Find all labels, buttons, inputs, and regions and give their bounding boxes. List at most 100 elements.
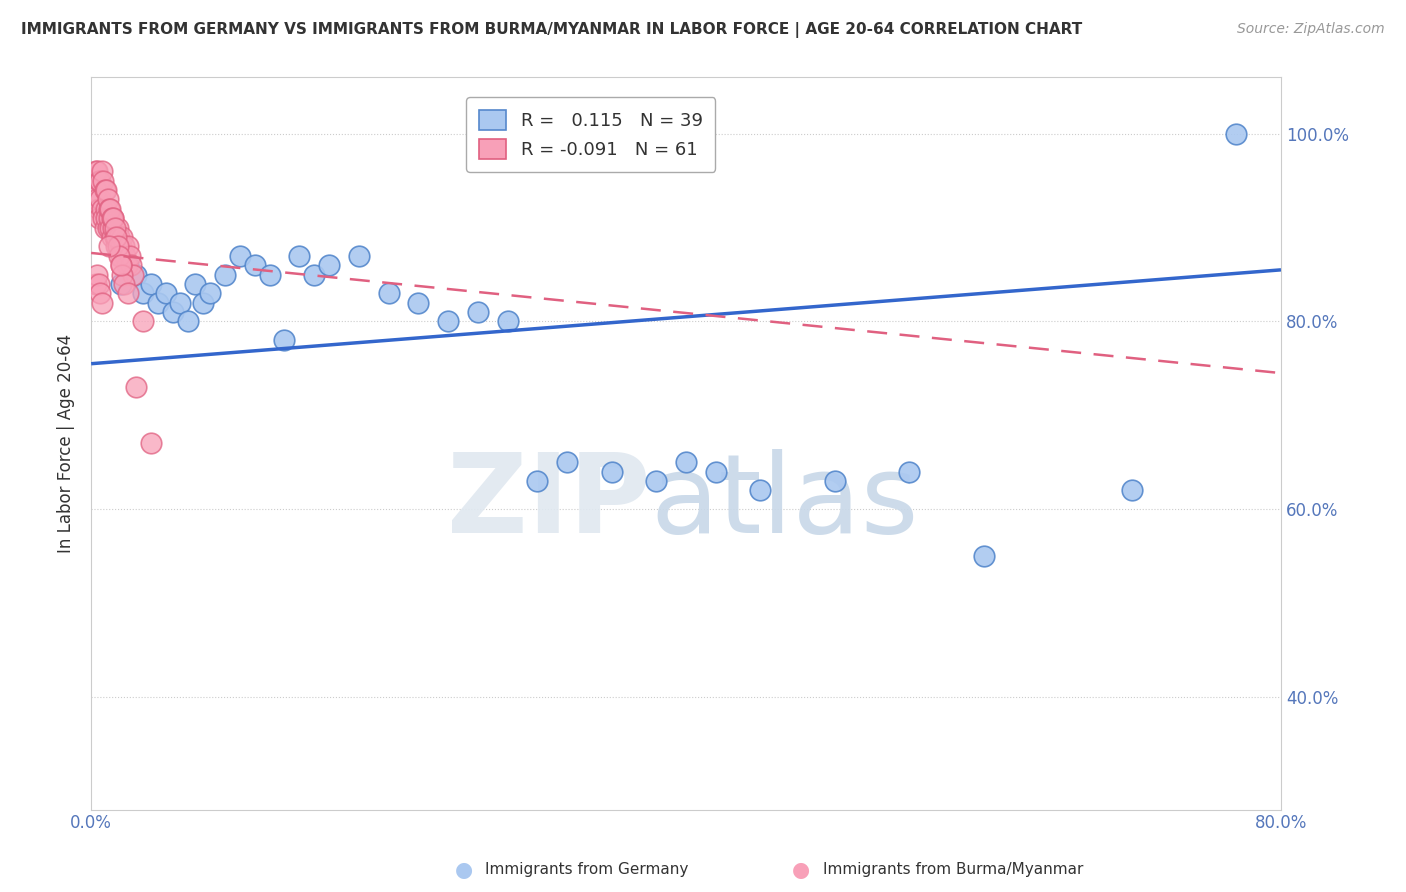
Point	[101, 211, 124, 226]
Point	[408, 295, 430, 310]
Point	[96, 193, 118, 207]
Point	[117, 239, 139, 253]
Point	[87, 174, 110, 188]
Point	[118, 249, 141, 263]
Point	[1225, 127, 1247, 141]
Point	[675, 455, 697, 469]
Point	[100, 220, 122, 235]
Text: Immigrants from Burma/Myanmar: Immigrants from Burma/Myanmar	[823, 863, 1083, 877]
Point	[347, 249, 370, 263]
Point	[1121, 483, 1143, 498]
Point	[132, 314, 155, 328]
Point	[107, 239, 129, 253]
Text: Source: ZipAtlas.com: Source: ZipAtlas.com	[1237, 22, 1385, 37]
Point	[139, 436, 162, 450]
Point	[121, 268, 143, 282]
Point	[87, 202, 110, 216]
Point	[104, 230, 127, 244]
Point	[110, 258, 132, 272]
Point	[120, 258, 142, 272]
Point	[90, 295, 112, 310]
Point	[229, 249, 252, 263]
Point	[89, 193, 111, 207]
Point	[198, 286, 221, 301]
Point	[94, 202, 117, 216]
Point	[89, 174, 111, 188]
Point	[824, 474, 846, 488]
Point	[169, 295, 191, 310]
Point	[177, 314, 200, 328]
Point	[98, 239, 121, 253]
Point	[98, 202, 121, 216]
Point	[86, 164, 108, 178]
Point	[259, 268, 281, 282]
Text: ●: ●	[456, 860, 472, 880]
Point	[111, 230, 134, 244]
Text: atlas: atlas	[651, 449, 920, 556]
Point	[243, 258, 266, 272]
Point	[973, 549, 995, 563]
Point	[555, 455, 578, 469]
Point	[107, 220, 129, 235]
Point	[155, 286, 177, 301]
Point	[496, 314, 519, 328]
Point	[132, 286, 155, 301]
Point	[90, 202, 112, 216]
Point	[94, 211, 117, 226]
Point	[704, 465, 727, 479]
Point	[184, 277, 207, 291]
Point	[105, 239, 128, 253]
Point	[90, 164, 112, 178]
Point	[93, 220, 115, 235]
Point	[112, 239, 135, 253]
Point	[91, 211, 114, 226]
Point	[117, 258, 139, 272]
Text: ●: ●	[793, 860, 810, 880]
Point	[125, 380, 148, 394]
Point	[214, 268, 236, 282]
Point	[101, 230, 124, 244]
Point	[115, 258, 138, 272]
Point	[302, 268, 325, 282]
Legend: R =   0.115   N = 39, R = -0.091   N = 61: R = 0.115 N = 39, R = -0.091 N = 61	[467, 97, 716, 171]
Point	[87, 277, 110, 291]
Text: ZIP: ZIP	[447, 449, 651, 556]
Point	[84, 164, 107, 178]
Point	[103, 211, 125, 226]
Point	[110, 239, 132, 253]
Point	[84, 183, 107, 197]
Point	[89, 286, 111, 301]
Point	[114, 249, 136, 263]
Point	[162, 305, 184, 319]
Text: Immigrants from Germany: Immigrants from Germany	[485, 863, 689, 877]
Point	[104, 220, 127, 235]
Point	[139, 277, 162, 291]
Point	[84, 277, 107, 291]
Point	[288, 249, 311, 263]
Text: IMMIGRANTS FROM GERMANY VS IMMIGRANTS FROM BURMA/MYANMAR IN LABOR FORCE | AGE 20: IMMIGRANTS FROM GERMANY VS IMMIGRANTS FR…	[21, 22, 1083, 38]
Point	[125, 268, 148, 282]
Point	[110, 277, 132, 291]
Point	[86, 193, 108, 207]
Y-axis label: In Labor Force | Age 20-64: In Labor Force | Age 20-64	[58, 334, 75, 553]
Point	[103, 220, 125, 235]
Point	[526, 474, 548, 488]
Point	[117, 286, 139, 301]
Point	[377, 286, 399, 301]
Point	[108, 230, 131, 244]
Point	[86, 268, 108, 282]
Point	[108, 249, 131, 263]
Point	[110, 258, 132, 272]
Point	[191, 295, 214, 310]
Point	[112, 277, 135, 291]
Point	[318, 258, 340, 272]
Point	[273, 333, 295, 347]
Point	[645, 474, 668, 488]
Point	[110, 249, 132, 263]
Point	[103, 211, 125, 226]
Point	[98, 211, 121, 226]
Point	[91, 174, 114, 188]
Point	[467, 305, 489, 319]
Point	[600, 465, 623, 479]
Point	[87, 211, 110, 226]
